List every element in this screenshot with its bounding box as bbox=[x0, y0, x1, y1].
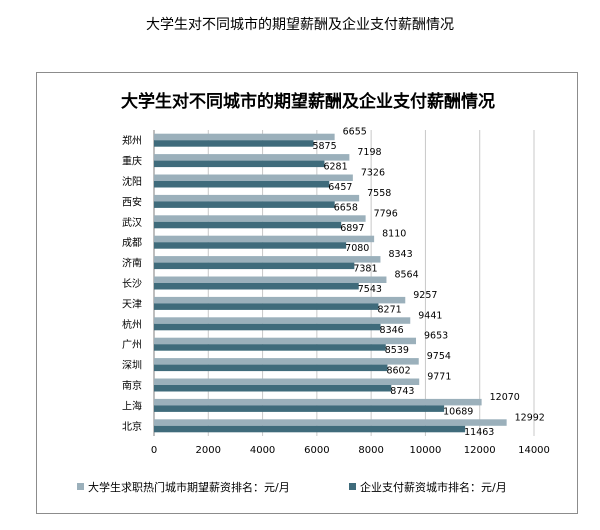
data-label-expected: 12992 bbox=[515, 412, 545, 423]
legend: 大学生求职热门城市期望薪资排名：元/月 企业支付薪资城市排名：元/月 bbox=[77, 480, 507, 494]
data-label-expected: 7198 bbox=[357, 147, 381, 158]
category-label: 沈阳 bbox=[122, 175, 142, 188]
chart-title: 大学生对不同城市的期望薪酬及企业支付薪酬情况 bbox=[121, 91, 495, 112]
legend-swatch bbox=[349, 483, 356, 490]
data-label-paid: 8271 bbox=[377, 304, 401, 315]
bar-chart: 大学生对不同城市的期望薪酬及企业支付薪酬情况 0 2000 4000 6000 8000… bbox=[77, 91, 550, 494]
data-label-expected: 9771 bbox=[427, 372, 451, 383]
x-tick-label: 2000 bbox=[196, 445, 221, 456]
bar-expected bbox=[154, 154, 350, 161]
x-tick-label: 6000 bbox=[304, 445, 329, 456]
bar-expected bbox=[154, 337, 417, 345]
category-label: 杭州 bbox=[122, 318, 142, 331]
data-label-expected: 8110 bbox=[382, 229, 406, 240]
category-label: 长沙 bbox=[122, 278, 142, 290]
x-tick-label: 8000 bbox=[358, 445, 383, 456]
bar-paid bbox=[154, 140, 314, 147]
x-tick-label: 4000 bbox=[250, 445, 275, 456]
data-label-expected: 9754 bbox=[427, 351, 451, 362]
category-label: 广州 bbox=[122, 339, 142, 351]
bar-expected bbox=[154, 276, 387, 283]
bar-expected bbox=[154, 358, 419, 365]
page-title: 大学生对不同城市的期望薪酬及企业支付薪酬情况 bbox=[146, 17, 454, 33]
category-label: 郑州 bbox=[122, 134, 142, 147]
bar-expected bbox=[154, 235, 375, 243]
data-label-expected: 8343 bbox=[388, 249, 412, 260]
bar-expected bbox=[154, 317, 411, 324]
category-label: 济南 bbox=[122, 257, 142, 270]
bar-paid bbox=[154, 385, 392, 392]
bar-paid bbox=[154, 242, 347, 249]
bar-paid bbox=[154, 344, 386, 351]
bar-paid bbox=[154, 283, 359, 290]
data-label-paid: 7543 bbox=[358, 284, 382, 295]
bar-expected bbox=[154, 133, 335, 141]
category-label: 重庆 bbox=[122, 155, 142, 168]
bar-expected bbox=[154, 256, 381, 263]
legend-swatch bbox=[77, 483, 84, 490]
bar-paid bbox=[154, 160, 325, 168]
category-label: 成都 bbox=[122, 237, 142, 249]
chart-frame: 大学生对不同城市的期望薪酬及企业支付薪酬情况 0 2000 4000 6000 8000… bbox=[36, 72, 578, 514]
data-label-paid: 11463 bbox=[464, 427, 494, 438]
data-label-paid: 5875 bbox=[312, 141, 336, 152]
data-label-expected: 8564 bbox=[394, 270, 418, 281]
data-label-expected: 9257 bbox=[413, 290, 437, 301]
bar-paid bbox=[154, 303, 379, 310]
data-label-paid: 6897 bbox=[340, 223, 364, 234]
data-label-expected: 9441 bbox=[418, 310, 442, 321]
x-tick-label: 10000 bbox=[410, 445, 442, 456]
data-label-paid: 8743 bbox=[390, 386, 414, 397]
data-label-paid: 10689 bbox=[443, 406, 473, 417]
bar-expected bbox=[154, 174, 353, 181]
bar-expected bbox=[154, 398, 482, 406]
bar-paid bbox=[154, 323, 381, 331]
data-label-paid: 8539 bbox=[385, 345, 409, 356]
labels: 0 2000 4000 6000 8000 10000 12000 14000 郑州 6655 58… bbox=[122, 127, 550, 456]
legend-label: 企业支付薪资城市排名：元/月 bbox=[360, 480, 507, 494]
category-label: 西安 bbox=[122, 195, 142, 208]
category-label: 南京 bbox=[122, 379, 142, 392]
x-tick-label: 0 bbox=[151, 445, 157, 456]
bar-paid bbox=[154, 405, 445, 412]
data-label-paid: 6281 bbox=[323, 162, 347, 173]
data-label-expected: 7326 bbox=[361, 168, 385, 179]
category-label: 北京 bbox=[122, 420, 142, 433]
data-label-expected: 6655 bbox=[343, 127, 367, 138]
x-tick-label: 12000 bbox=[464, 445, 496, 456]
data-label-expected: 9653 bbox=[424, 331, 448, 342]
data-label-paid: 7080 bbox=[345, 243, 369, 254]
bar-paid bbox=[154, 364, 388, 372]
bar-paid bbox=[154, 181, 330, 188]
bars bbox=[154, 133, 507, 433]
data-label-paid: 6658 bbox=[334, 202, 358, 213]
data-label-expected: 12070 bbox=[490, 392, 520, 403]
legend-label: 大学生求职热门城市期望薪资排名：元/月 bbox=[88, 480, 290, 494]
data-label-paid: 6457 bbox=[328, 182, 352, 193]
data-label-paid: 8346 bbox=[380, 325, 404, 336]
category-label: 上海 bbox=[122, 399, 142, 412]
data-label-paid: 8602 bbox=[386, 366, 410, 377]
category-label: 天津 bbox=[122, 298, 142, 310]
bar-expected bbox=[154, 215, 366, 222]
bar-expected bbox=[154, 419, 507, 426]
bar-paid bbox=[154, 201, 335, 208]
bar-expected bbox=[154, 378, 420, 385]
data-label-paid: 7381 bbox=[353, 264, 377, 275]
bar-expected bbox=[154, 296, 406, 304]
bar-paid bbox=[154, 221, 342, 229]
bar-paid bbox=[154, 425, 466, 433]
category-label: 武汉 bbox=[122, 216, 142, 229]
category-label: 深圳 bbox=[122, 360, 142, 372]
bar-paid bbox=[154, 262, 355, 270]
data-label-expected: 7558 bbox=[367, 188, 391, 199]
data-label-expected: 7796 bbox=[374, 208, 398, 219]
bar-expected bbox=[154, 194, 360, 202]
x-tick-label: 14000 bbox=[518, 445, 550, 456]
